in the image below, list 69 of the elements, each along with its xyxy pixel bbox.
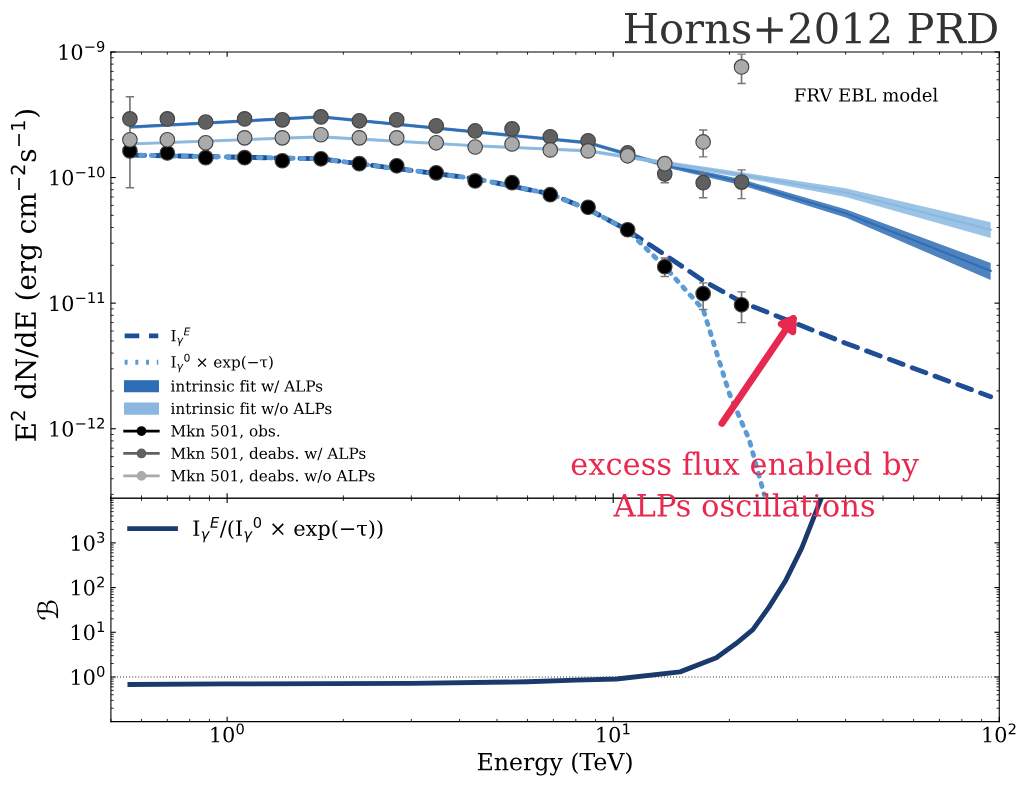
point — [733, 296, 750, 313]
point — [274, 112, 291, 128]
point — [236, 130, 253, 146]
point — [656, 155, 673, 172]
point — [351, 155, 368, 172]
point — [159, 145, 176, 161]
x-tick-label: 10$^{0}$ — [211, 723, 244, 743]
point — [504, 174, 520, 191]
point — [159, 131, 176, 148]
point — [236, 149, 253, 166]
legend-label: I$_{γ}$$^{0}$ × exp(−τ) — [171, 353, 273, 373]
annotation: FRV EBL model — [794, 87, 938, 102]
point — [428, 118, 445, 134]
legend-label: I$_{γ}$$^{E}$/(I$_{γ}$$^{0}$ × exp(−τ)) — [193, 516, 383, 543]
point — [236, 111, 253, 127]
legend-label: Mkn 501, obs. — [171, 424, 280, 439]
point — [695, 174, 711, 191]
point — [428, 165, 445, 181]
point — [467, 173, 484, 189]
x-tick-label: 10$^{1}$ — [597, 723, 630, 743]
y-tick-label: 10$^{−12}$ — [50, 417, 104, 437]
point — [388, 157, 405, 174]
point — [351, 130, 368, 146]
y-tick-label: 10$^{0}$ — [71, 665, 105, 686]
point — [197, 149, 214, 166]
point — [580, 199, 596, 216]
point — [542, 128, 559, 145]
point — [197, 114, 214, 130]
legend-label: Mkn 501, deabs. w/o ALPs — [171, 469, 375, 484]
point — [274, 152, 291, 169]
y-axis-title: ℬ — [36, 600, 59, 620]
point — [274, 130, 291, 146]
y-tick-label: 10$^{−9}$ — [59, 40, 105, 60]
y-tick-label: 10$^{−10}$ — [50, 166, 105, 186]
y-axis-title: E$^{2}$ dN/dE (erg cm$^{−2}$s$^{−1}$) — [10, 110, 42, 441]
point — [388, 112, 405, 128]
point — [313, 150, 329, 167]
point — [351, 112, 368, 129]
point — [313, 126, 329, 143]
legend-label: I$_{γ}$$^{E}$ — [171, 327, 191, 346]
point — [197, 134, 214, 151]
point — [313, 109, 329, 125]
point — [122, 131, 138, 148]
legend-label: intrinsic fit w/ ALPs — [171, 379, 323, 393]
x-tick-label: 10$^{2}$ — [983, 723, 1016, 743]
point — [467, 123, 484, 139]
y-tick-label: 10$^{−11}$ — [50, 292, 105, 312]
y-tick-label: 10$^{2}$ — [71, 576, 104, 596]
point — [733, 174, 750, 190]
legend-label: Mkn 501, deabs. w/ ALPs — [171, 447, 366, 461]
point — [695, 285, 711, 302]
point — [619, 221, 636, 238]
point — [388, 130, 405, 146]
point — [504, 121, 520, 137]
point — [580, 143, 596, 159]
point — [122, 111, 138, 127]
point — [504, 136, 520, 152]
point — [542, 186, 559, 203]
point — [159, 111, 176, 127]
point — [467, 139, 484, 155]
chart-title: Horns+2012 PRD — [625, 12, 997, 44]
x-axis-title: Energy (TeV) — [477, 752, 632, 776]
point — [428, 134, 445, 151]
point — [542, 142, 559, 158]
y-tick-label: 10$^{1}$ — [71, 621, 105, 641]
point — [695, 134, 711, 150]
point — [733, 59, 750, 75]
legend-label: intrinsic fit w/o ALPs — [171, 402, 332, 416]
y-tick-label: 10$^{3}$ — [71, 531, 105, 551]
